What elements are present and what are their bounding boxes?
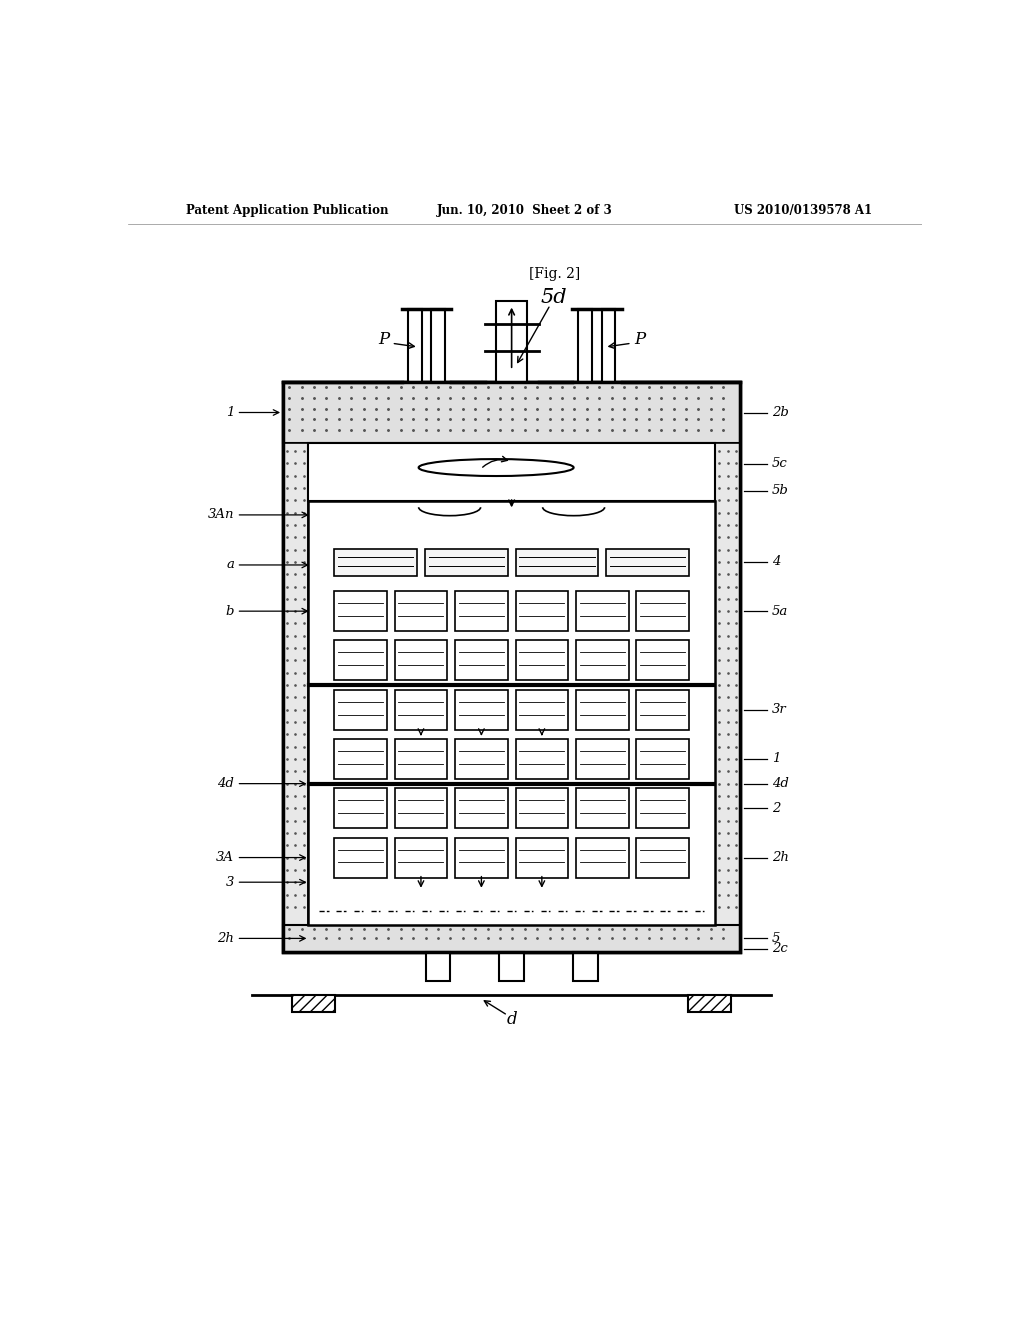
Bar: [334, 689, 387, 730]
Text: 5a: 5a: [772, 605, 788, 618]
Text: Jun. 10, 2010  Sheet 2 of 3: Jun. 10, 2010 Sheet 2 of 3: [437, 205, 612, 218]
Bar: [636, 689, 689, 730]
Bar: [455, 591, 508, 631]
Text: Patent Application Publication: Patent Application Publication: [186, 205, 389, 218]
Bar: [601, 309, 615, 381]
Text: 5b: 5b: [772, 484, 788, 498]
Bar: [431, 309, 445, 381]
Bar: [292, 995, 335, 1011]
Text: 2b: 2b: [772, 407, 788, 418]
Text: d: d: [506, 1011, 517, 1028]
Text: 4d: 4d: [217, 777, 234, 791]
Text: 4: 4: [772, 556, 780, 569]
Bar: [455, 739, 508, 779]
Bar: [334, 591, 387, 631]
Text: b: b: [225, 605, 234, 618]
Bar: [688, 995, 731, 1011]
Bar: [636, 739, 689, 779]
Bar: [579, 309, 592, 381]
Bar: [394, 689, 447, 730]
Text: 3A: 3A: [216, 851, 234, 865]
Bar: [334, 788, 387, 829]
Bar: [426, 952, 451, 981]
Bar: [636, 640, 689, 681]
Bar: [334, 837, 387, 878]
Bar: [515, 689, 568, 730]
Bar: [515, 739, 568, 779]
Text: 5c: 5c: [772, 457, 787, 470]
Bar: [394, 739, 447, 779]
Bar: [334, 549, 417, 576]
Text: 4d: 4d: [772, 777, 788, 791]
Bar: [575, 739, 629, 779]
Bar: [515, 640, 568, 681]
Text: 3r: 3r: [772, 704, 786, 717]
Bar: [455, 689, 508, 730]
Ellipse shape: [419, 459, 573, 477]
Text: 1: 1: [772, 752, 780, 766]
Text: 1: 1: [226, 407, 234, 418]
Text: 3: 3: [226, 875, 234, 888]
Bar: [394, 788, 447, 829]
Bar: [283, 381, 740, 952]
Bar: [283, 925, 740, 952]
Bar: [575, 689, 629, 730]
Bar: [636, 837, 689, 878]
Text: [Fig. 2]: [Fig. 2]: [528, 267, 580, 281]
Bar: [394, 640, 447, 681]
Bar: [575, 837, 629, 878]
Bar: [283, 381, 740, 444]
Bar: [606, 549, 689, 576]
Bar: [496, 301, 527, 381]
Bar: [716, 444, 740, 925]
Text: 5d: 5d: [541, 288, 567, 306]
Bar: [515, 591, 568, 631]
Bar: [394, 591, 447, 631]
Bar: [408, 309, 422, 381]
Bar: [636, 788, 689, 829]
Bar: [334, 640, 387, 681]
Text: 5: 5: [772, 932, 780, 945]
Bar: [500, 952, 524, 981]
Bar: [283, 444, 308, 925]
Bar: [334, 739, 387, 779]
Text: 2h: 2h: [772, 851, 788, 865]
Bar: [515, 788, 568, 829]
Bar: [636, 591, 689, 631]
Text: 3An: 3An: [208, 508, 234, 521]
Bar: [455, 788, 508, 829]
Text: 2c: 2c: [772, 942, 787, 956]
Bar: [308, 502, 716, 925]
Bar: [283, 381, 740, 952]
Text: 2: 2: [772, 801, 780, 814]
Text: a: a: [226, 558, 234, 572]
Bar: [572, 952, 598, 981]
Bar: [575, 788, 629, 829]
Text: P: P: [378, 331, 389, 348]
Bar: [575, 591, 629, 631]
Bar: [575, 640, 629, 681]
Text: US 2010/0139578 A1: US 2010/0139578 A1: [734, 205, 872, 218]
Bar: [455, 640, 508, 681]
Bar: [394, 837, 447, 878]
Bar: [515, 549, 598, 576]
Bar: [425, 549, 508, 576]
Bar: [515, 837, 568, 878]
Bar: [308, 444, 716, 502]
Bar: [455, 837, 508, 878]
Text: P: P: [634, 331, 645, 348]
Text: 2h: 2h: [217, 932, 234, 945]
